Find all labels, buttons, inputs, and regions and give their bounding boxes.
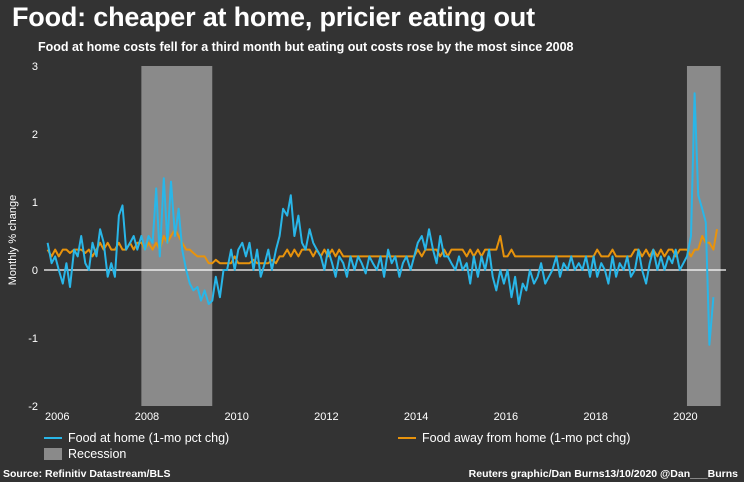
recession-band-1 xyxy=(141,66,213,406)
legend-swatch xyxy=(44,437,62,439)
chart-subtitle: Food at home costs fell for a third mont… xyxy=(38,40,574,54)
y-tick-label: -1 xyxy=(28,333,38,345)
x-tick-label: 2006 xyxy=(45,411,69,423)
y-tick-label: 1 xyxy=(32,197,38,209)
y-axis-label: Monthly % change xyxy=(7,195,19,286)
x-tick-label: 2020 xyxy=(673,411,697,423)
legend-food-at-home: Food at home (1-mo pct chg) xyxy=(44,431,229,445)
y-tick-label: 2 xyxy=(32,129,38,141)
legend-swatch xyxy=(44,448,62,460)
series-line-food-at-home xyxy=(46,92,715,346)
credit-note: Reuters graphic/Dan Burns13/10/2020 @Dan… xyxy=(468,468,738,480)
x-tick-label: 2012 xyxy=(314,411,338,423)
y-tick-label: -2 xyxy=(28,401,38,413)
x-tick-label: 2010 xyxy=(224,411,248,423)
legend-swatch xyxy=(398,437,416,439)
y-tick-label: 0 xyxy=(32,265,38,277)
legend-recession: Recession xyxy=(44,447,126,461)
legend-label: Food at home (1-mo pct chg) xyxy=(68,431,230,445)
x-tick-label: 2016 xyxy=(494,411,518,423)
chart-title: Food: cheaper at home, pricier eating ou… xyxy=(12,2,535,32)
legend-label: Recession xyxy=(68,447,127,461)
x-tick-label: 2014 xyxy=(404,411,428,423)
x-tick-label: 2018 xyxy=(583,411,607,423)
source-note: Source: Refinitiv Datastream/BLS xyxy=(3,468,171,480)
y-tick-label: 3 xyxy=(32,61,38,73)
legend-label: Food away from home (1-mo pct chg) xyxy=(422,431,631,445)
x-tick-label: 2008 xyxy=(135,411,159,423)
legend-food-away: Food away from home (1-mo pct chg) xyxy=(398,431,630,445)
